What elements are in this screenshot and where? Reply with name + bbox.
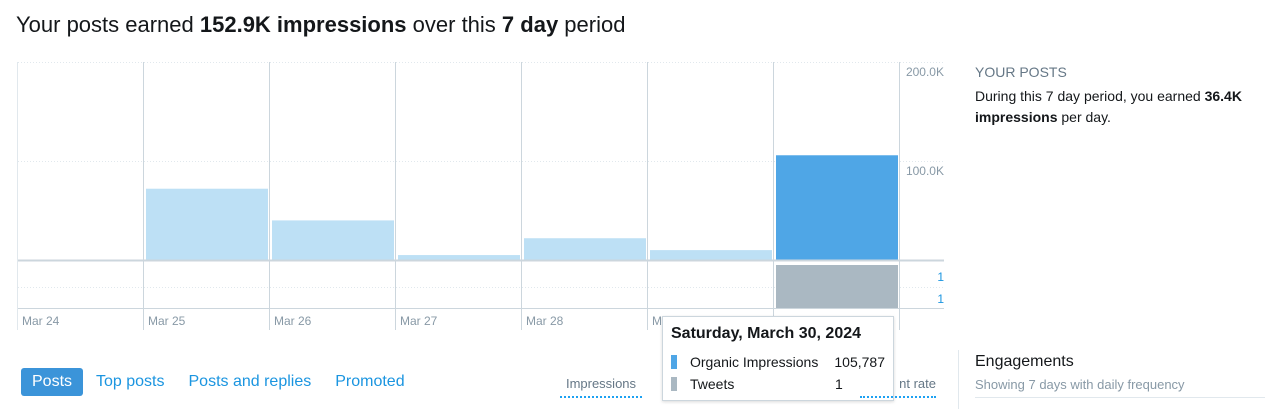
your-posts-per-day: 36.4K impressions bbox=[975, 88, 1242, 125]
tooltip-swatch-organic bbox=[671, 355, 677, 369]
headline-impressions: 152.9K impressions bbox=[199, 12, 407, 37]
bar-organic-impressions bbox=[146, 188, 268, 260]
post-type-tabs: Posts Top posts Posts and replies Promot… bbox=[21, 368, 418, 396]
bar-organic-impressions bbox=[272, 220, 394, 260]
bar-organic-impressions bbox=[650, 250, 772, 260]
bar-organic-impressions bbox=[398, 255, 520, 260]
headline-period: 7 day bbox=[501, 12, 559, 37]
x-tick-label: Mar 27 bbox=[400, 314, 438, 328]
your-posts-text: During this 7 day period, you earned 36.… bbox=[975, 86, 1265, 128]
x-tick-label: Mar 24 bbox=[22, 314, 60, 328]
y-tick-label-top: 200.0K bbox=[906, 65, 944, 79]
y-tick-label-bottom: 1 bbox=[937, 292, 944, 306]
page-headline: Your posts earned 152.9K impressions ove… bbox=[16, 12, 625, 38]
x-tick-label: Mar 25 bbox=[148, 314, 186, 328]
tooltip-row-tweets: Tweets 1 bbox=[671, 373, 885, 395]
tooltip-row-organic: Organic Impressions 105,787 bbox=[671, 351, 885, 373]
tooltip-value-organic: 105,787 bbox=[834, 354, 885, 370]
headline-prefix: Your posts earned bbox=[16, 12, 200, 37]
tooltip-value-tweets: 1 bbox=[835, 376, 843, 392]
tab-posts[interactable]: Posts bbox=[21, 368, 84, 396]
tab-top-posts[interactable]: Top posts bbox=[96, 373, 165, 390]
headline-middle: over this bbox=[406, 12, 502, 37]
y-tick-label-top: 100.0K bbox=[906, 164, 944, 178]
tab-promoted[interactable]: Promoted bbox=[335, 373, 405, 390]
tab-posts-and-replies[interactable]: Posts and replies bbox=[188, 373, 312, 390]
engagements-section: Engagements Showing 7 days with daily fr… bbox=[975, 353, 1275, 398]
metric-tab-impressions[interactable]: Impressions bbox=[560, 376, 642, 398]
metric-tabs: Impressions nt rate bbox=[560, 376, 940, 402]
your-posts-text-prefix: During this 7 day period, you earned bbox=[975, 88, 1205, 104]
tooltip-label-tweets: Tweets bbox=[690, 376, 735, 392]
headline-suffix: period bbox=[558, 12, 626, 37]
y-tick-label-bottom: 1 bbox=[937, 270, 944, 284]
bar-tweets bbox=[776, 265, 898, 309]
your-posts-label: YOUR POSTS bbox=[975, 64, 1067, 80]
your-posts-summary: YOUR POSTS During this 7 day period, you… bbox=[975, 64, 1265, 128]
engagements-title: Engagements bbox=[975, 353, 1074, 370]
x-tick-label: M bbox=[652, 314, 662, 328]
metric-tab-engagement-rate[interactable]: nt rate bbox=[860, 376, 936, 398]
impressions-chart: Mar 24 Mar 25 Mar 26 Mar 27 Mar 28 M 200.0K 100… bbox=[16, 62, 946, 332]
engagements-subtitle: Showing 7 days with daily frequency bbox=[975, 377, 1265, 398]
tooltip-swatch-tweets bbox=[671, 377, 677, 391]
tooltip-label-organic: Organic Impressions bbox=[689, 354, 819, 370]
chart-tooltip: Saturday, March 30, 2024 Organic Impress… bbox=[662, 316, 894, 401]
your-posts-text-suffix: per day. bbox=[1057, 109, 1111, 125]
x-tick-label: Mar 26 bbox=[274, 314, 312, 328]
bar-organic-impressions bbox=[524, 238, 646, 260]
bar-organic-impressions bbox=[776, 155, 898, 260]
impressions-chart-svg: Mar 24 Mar 25 Mar 26 Mar 27 Mar 28 M 200.0K 100… bbox=[17, 62, 944, 330]
tooltip-title: Saturday, March 30, 2024 bbox=[671, 325, 862, 342]
section-divider bbox=[958, 350, 959, 409]
x-tick-label: Mar 28 bbox=[526, 314, 564, 328]
